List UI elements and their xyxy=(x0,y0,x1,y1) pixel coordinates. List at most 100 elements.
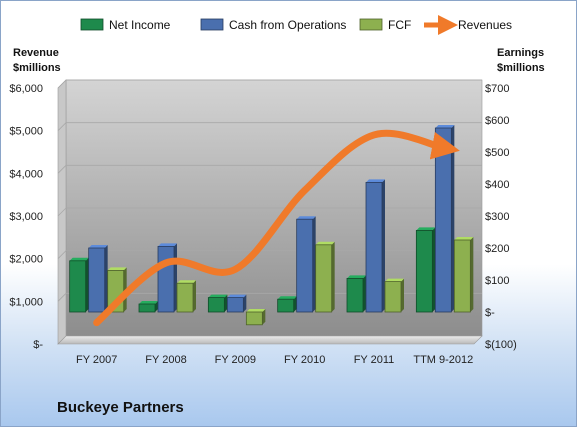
bar-side-fcf xyxy=(193,280,196,312)
bar-side-cash-from-operations xyxy=(312,216,316,312)
bar-cash-from-operations xyxy=(226,297,244,313)
gridline xyxy=(57,122,482,131)
company-name: Buckeye Partners xyxy=(57,399,184,416)
bar-net-income xyxy=(69,260,87,313)
bar-side-fcf xyxy=(262,309,266,325)
legend-label: FCF xyxy=(388,18,411,32)
bar-cash-from-operations xyxy=(157,245,175,313)
bar-side-fcf xyxy=(470,237,474,312)
right-tick-label: $(100) xyxy=(485,339,517,351)
bar-side-cash-from-operations xyxy=(104,245,108,312)
bar-top-net-income xyxy=(208,294,228,298)
legend-label: Revenues xyxy=(458,18,512,32)
bar-fcf xyxy=(176,282,194,313)
category-label: FY 2007 xyxy=(76,354,117,366)
right-tick-label: $500 xyxy=(485,147,509,159)
left-tick-label: $2,000 xyxy=(9,254,43,266)
left-tick-label: $- xyxy=(33,339,43,351)
bar-net-income xyxy=(346,277,364,313)
legend-item-revenues: Revenues xyxy=(424,15,512,35)
bar-side-net-income xyxy=(363,275,366,312)
bar-net-income xyxy=(138,303,156,313)
bar-top-fcf xyxy=(315,241,335,245)
legend-item-net-income: Net Income xyxy=(80,18,171,32)
legend-swatch xyxy=(200,18,224,31)
bar-top-cash-from-operations xyxy=(158,243,177,247)
category-label: FY 2009 xyxy=(215,354,256,366)
bar-top-fcf xyxy=(177,280,196,284)
gridline xyxy=(57,292,482,302)
bar-cash-from-operations xyxy=(434,127,452,313)
bar-top-fcf xyxy=(107,267,127,271)
left-tick-label: $1,000 xyxy=(9,296,43,308)
bar-net-income xyxy=(415,229,433,313)
right-axis-title-line2: $millions xyxy=(497,62,545,74)
category-label: FY 2011 xyxy=(354,354,395,366)
legend-label: Net Income xyxy=(109,18,171,32)
bar-cash-from-operations xyxy=(365,181,383,313)
category-label: FY 2010 xyxy=(284,354,325,366)
bar-fcf xyxy=(245,311,263,326)
bar-top-cash-from-operations xyxy=(296,216,316,220)
bar-fcf xyxy=(315,244,333,313)
bar-cash-from-operations xyxy=(296,218,314,313)
right-tick-label: $300 xyxy=(485,211,509,223)
gridline xyxy=(57,207,482,217)
left-tick-label: $5,000 xyxy=(9,126,43,138)
right-tick-label: $400 xyxy=(485,179,509,191)
gridline xyxy=(57,250,482,259)
legend-item-fcf: FCF xyxy=(359,18,411,32)
bar-side-cash-from-operations xyxy=(382,179,385,312)
bar-side-net-income xyxy=(85,257,89,312)
plot-floor xyxy=(57,335,483,345)
bar-top-fcf xyxy=(454,237,474,240)
gridline xyxy=(57,79,482,89)
bar-side-net-income xyxy=(293,296,297,312)
left-tick-label: $6,000 xyxy=(9,83,43,95)
bar-net-income xyxy=(277,298,295,313)
bar-side-fcf xyxy=(331,241,335,312)
right-tick-label: $100 xyxy=(485,275,509,287)
category-label: FY 2008 xyxy=(145,354,186,366)
bar-side-cash-from-operations xyxy=(243,294,247,312)
left-axis-title-line2: $millions xyxy=(13,62,61,74)
bar-top-cash-from-operations xyxy=(366,179,385,183)
right-tick-label: $600 xyxy=(485,115,509,127)
gridline xyxy=(57,164,482,174)
right-tick-label: $200 xyxy=(485,243,509,255)
bar-top-cash-from-operations xyxy=(435,125,455,128)
legend: Net Income Cash from Operations FCF Revenue… xyxy=(80,15,512,35)
left-axis-title-line1: Revenue xyxy=(13,47,59,59)
series-line-revenues xyxy=(93,129,460,327)
right-tick-label: $700 xyxy=(485,83,509,95)
left-tick-label: $3,000 xyxy=(9,211,43,223)
bar-top-fcf xyxy=(246,309,266,312)
bar-top-net-income xyxy=(347,275,366,279)
bar-side-fcf xyxy=(401,278,404,312)
legend-swatch xyxy=(80,18,104,31)
bar-side-net-income xyxy=(155,301,158,312)
bar-fcf xyxy=(384,281,402,313)
legend-label: Cash from Operations xyxy=(229,18,346,32)
bar-top-fcf xyxy=(385,278,404,282)
bar-top-net-income xyxy=(277,296,297,300)
bar-top-net-income xyxy=(139,301,158,304)
bar-side-cash-from-operations xyxy=(174,243,177,312)
bar-cash-from-operations xyxy=(88,247,106,313)
bar-side-net-income xyxy=(224,294,228,312)
legend-item-cash-from-operations: Cash from Operations xyxy=(200,18,346,32)
left-tick-label: $4,000 xyxy=(9,168,43,180)
category-label: TTM 9-2012 xyxy=(413,354,473,366)
bar-net-income xyxy=(207,297,225,313)
bar-fcf xyxy=(453,239,471,313)
bar-side-net-income xyxy=(432,227,436,312)
right-axis-title-line1: Earnings xyxy=(497,47,544,59)
bar-top-cash-from-operations xyxy=(88,245,108,248)
bar-top-net-income xyxy=(69,257,89,261)
right-tick-label: $- xyxy=(485,307,495,319)
bar-top-cash-from-operations xyxy=(227,294,247,298)
legend-swatch xyxy=(359,18,383,31)
bar-side-cash-from-operations xyxy=(451,125,455,312)
